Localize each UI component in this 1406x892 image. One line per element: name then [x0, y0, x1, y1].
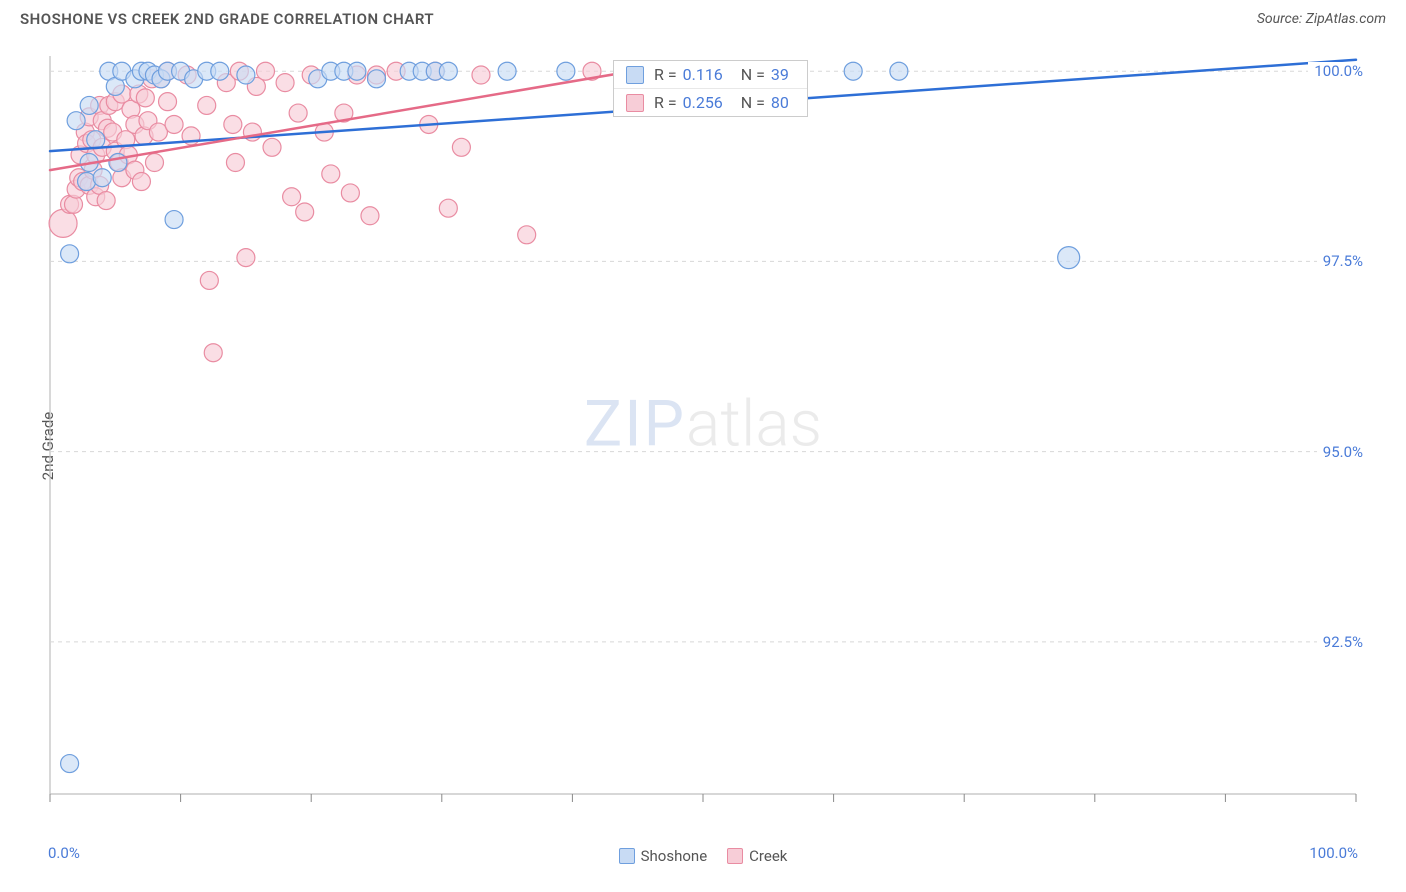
legend-item-creek: Creek — [727, 847, 787, 865]
y-tick-label: 100.0% — [1308, 62, 1363, 80]
series-legend: Shoshone Creek — [0, 847, 1406, 868]
n-label: N = — [729, 65, 765, 84]
scatter-plot-svg — [48, 54, 1358, 824]
r-label: R = — [654, 93, 677, 112]
chart-header: SHOSHONE VS CREEK 2ND GRADE CORRELATION … — [0, 0, 1406, 34]
r-label: R = — [654, 65, 677, 84]
legend-label: Creek — [749, 847, 787, 865]
legend-swatch-shoshone — [619, 848, 635, 864]
y-tick-label: 97.5% — [1317, 252, 1363, 270]
correlation-legend: R = 0.116 N = 39R = 0.256 N = 80 — [613, 60, 808, 117]
y-tick-label: 95.0% — [1317, 443, 1363, 461]
legend-swatch-creek — [626, 94, 644, 112]
legend-label: Shoshone — [641, 847, 708, 865]
legend-item-shoshone: Shoshone — [619, 847, 708, 865]
n-label: N = — [729, 93, 765, 112]
plot-area: ZIPatlas R = 0.116 N = 39R = 0.256 N = 8… — [48, 54, 1358, 824]
chart-source: Source: ZipAtlas.com — [1257, 11, 1386, 27]
correlation-legend-row-creek: R = 0.256 N = 80 — [614, 88, 807, 116]
legend-swatch-creek — [727, 848, 743, 864]
r-value: 0.256 — [683, 93, 723, 112]
r-value: 0.116 — [683, 65, 723, 84]
chart-title: SHOSHONE VS CREEK 2ND GRADE CORRELATION … — [20, 10, 434, 28]
correlation-legend-row-shoshone: R = 0.116 N = 39 — [614, 61, 807, 88]
legend-swatch-shoshone — [626, 66, 644, 84]
n-value: 39 — [771, 65, 789, 84]
y-tick-label: 92.5% — [1317, 633, 1363, 651]
n-value: 80 — [771, 93, 789, 112]
